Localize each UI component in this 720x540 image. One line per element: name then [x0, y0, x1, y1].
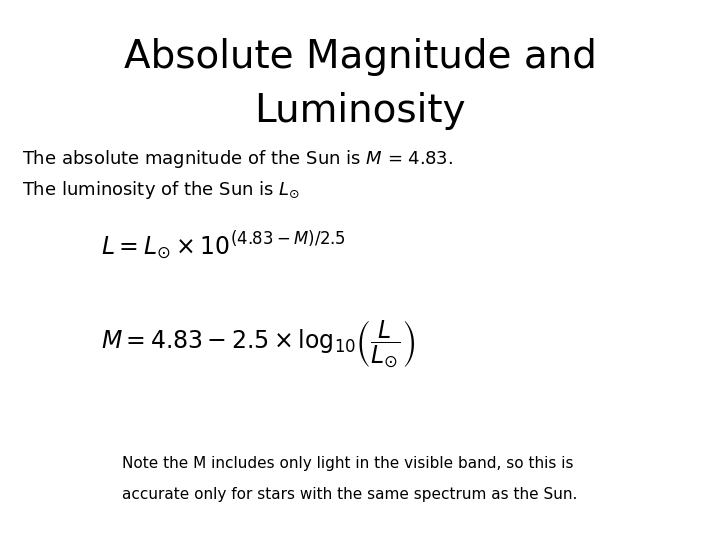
Text: $M = 4.83 - 2.5 \times \log_{10}\!\left(\dfrac{L}{L_{\odot}}\right)$: $M = 4.83 - 2.5 \times \log_{10}\!\left(…: [101, 319, 415, 370]
Text: $L = L_{\odot} \times 10^{(4.83-M)/2.5}$: $L = L_{\odot} \times 10^{(4.83-M)/2.5}$: [101, 230, 346, 262]
Text: accurate only for stars with the same spectrum as the Sun.: accurate only for stars with the same sp…: [122, 487, 577, 502]
Text: Note the M includes only light in the visible band, so this is: Note the M includes only light in the vi…: [122, 456, 574, 471]
Text: Luminosity: Luminosity: [254, 92, 466, 130]
Text: Absolute Magnitude and: Absolute Magnitude and: [124, 38, 596, 76]
Text: The luminosity of the Sun is $L_{\odot}$: The luminosity of the Sun is $L_{\odot}$: [22, 179, 300, 201]
Text: The absolute magnitude of the Sun is $M$ = 4.83.: The absolute magnitude of the Sun is $M$…: [22, 148, 453, 171]
